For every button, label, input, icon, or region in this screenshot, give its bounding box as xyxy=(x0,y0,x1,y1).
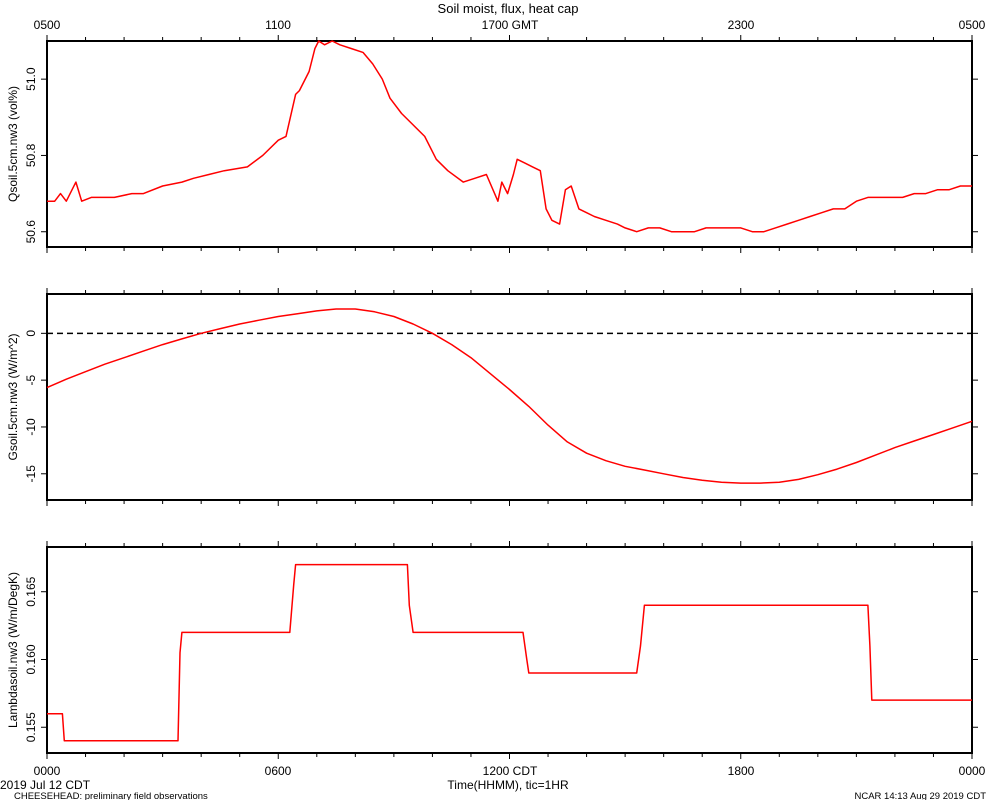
chart-panel-2: -15 -10 -5 0 Gsoil.5cm.nw3 (W/m^2) xyxy=(6,288,978,506)
series-line-3-1 xyxy=(47,563,972,742)
y-tick-label: 50.8 xyxy=(24,143,38,167)
y-tick-label: 0.155 xyxy=(24,712,38,742)
top-tick-label: 1700 GMT xyxy=(482,18,539,32)
y-axis-label: Qsoil.5cm.nw3 (vol%) xyxy=(6,86,20,202)
plot-frame xyxy=(46,40,973,248)
y-tick-label: 0.160 xyxy=(24,644,38,674)
y-tick-label: 0.165 xyxy=(24,576,38,606)
top-axis-labels: 0500 1100 1700 GMT 2300 0500 xyxy=(34,18,986,32)
y-tick-label: -15 xyxy=(24,465,38,483)
chart-panel-1: 50.6 50.8 51.0 Qsoil.5cm.nw3 (vol%) xyxy=(6,35,978,253)
top-tick-label: 1100 xyxy=(265,18,291,32)
bottom-tick-label: 1800 xyxy=(728,764,755,778)
panels: 50.6 50.8 51.0 Qsoil.5cm.nw3 (vol%) -15 -10 -5… xyxy=(6,35,978,759)
footer-left: CHEESEHEAD: preliminary field observatio… xyxy=(14,791,208,800)
y-axis-label: Gsoil.5cm.nw3 (W/m^2) xyxy=(6,334,20,461)
bottom-tick-label: 0000 xyxy=(34,764,61,778)
top-tick-label: 0500 xyxy=(959,18,986,32)
chart-panel-3: 0.155 0.160 0.165 Lambdasoil.nw3 (W/m/DegK) xyxy=(6,541,978,759)
plot-frame xyxy=(46,546,973,754)
y-axis-label: Lambdasoil.nw3 (W/m/DegK) xyxy=(6,572,20,728)
top-tick-label: 0500 xyxy=(34,18,61,32)
bottom-tick-label: 1200 CDT xyxy=(483,764,538,778)
x-axis-label: Time(HHMM), tic=1HR xyxy=(447,778,569,792)
y-tick-label: -5 xyxy=(24,374,38,385)
plot-frame xyxy=(46,293,973,501)
chart-title: Soil moist, flux, heat cap xyxy=(438,1,579,16)
y-tick-label: 50.6 xyxy=(24,220,38,244)
top-tick-label: 2300 xyxy=(728,18,755,32)
y-tick-label: -10 xyxy=(24,418,38,436)
y-tick-label: 0 xyxy=(24,330,38,337)
bottom-tick-label: 0000 xyxy=(959,764,986,778)
date-label: 2019 Jul 12 CDT xyxy=(0,778,91,792)
series-line-2-1 xyxy=(46,308,973,484)
bottom-tick-label: 0600 xyxy=(265,764,292,778)
y-tick-label: 51.0 xyxy=(24,67,38,91)
footer-right: NCAR 14:13 Aug 29 2019 CDT xyxy=(855,791,987,800)
bottom-axis-labels: 0000 0600 1200 CDT 1800 0000 xyxy=(34,764,986,778)
series-line-1-1 xyxy=(47,40,972,233)
